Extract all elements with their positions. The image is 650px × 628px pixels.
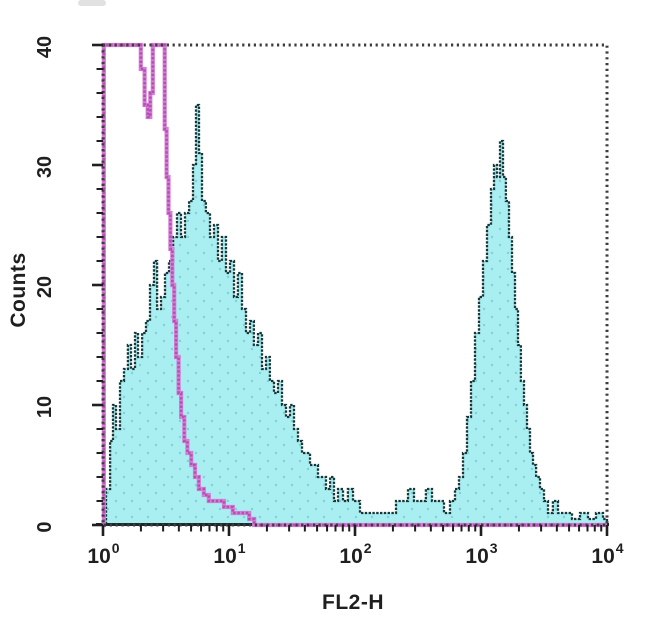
x-tick-label: 104: [591, 540, 624, 568]
x-tick-label: 103: [465, 540, 498, 568]
x-tick-label: 101: [213, 540, 246, 568]
x-tick-label: 102: [339, 540, 372, 568]
y-tick-label: 20: [34, 275, 56, 299]
y-axis-label: Counts: [7, 252, 30, 328]
y-tick-label: 40: [34, 35, 56, 59]
y-tick-label: 0: [34, 521, 56, 533]
x-tick-label: 100: [87, 540, 120, 568]
artifact-smudge: [78, 0, 106, 6]
y-tick-label: 10: [34, 395, 56, 419]
sample-histogram-outline: [103, 103, 609, 527]
x-axis-label: FL2-H: [322, 591, 384, 614]
sample-histogram-texture: [103, 105, 607, 525]
y-tick-label: 30: [34, 155, 56, 179]
control-histogram-line: [102, 43, 607, 527]
